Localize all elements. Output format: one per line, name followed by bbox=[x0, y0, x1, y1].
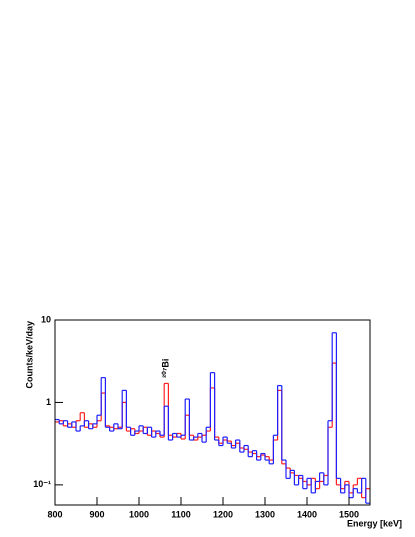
y-axis-label: Counts/keV/day bbox=[24, 321, 34, 389]
y-tick-label: 1 bbox=[46, 397, 51, 407]
annotation: ²⁰⁷Bi bbox=[160, 359, 170, 378]
x-tick-label: 1500 bbox=[339, 509, 359, 519]
x-tick-label: 1400 bbox=[297, 509, 317, 519]
x-tick-label: 900 bbox=[89, 509, 104, 519]
x-tick-label: 1000 bbox=[129, 509, 149, 519]
x-tick-label: 1300 bbox=[255, 509, 275, 519]
x-tick-label: 800 bbox=[47, 509, 62, 519]
x-tick-label: 1200 bbox=[213, 509, 233, 519]
plot-frame bbox=[54, 319, 371, 506]
x-tick-label: 1100 bbox=[171, 509, 191, 519]
y-tick-label: 10⁻¹ bbox=[33, 479, 51, 489]
x-axis-label: Energy [keV] bbox=[347, 518, 402, 528]
y-tick-label: 10 bbox=[41, 314, 51, 324]
